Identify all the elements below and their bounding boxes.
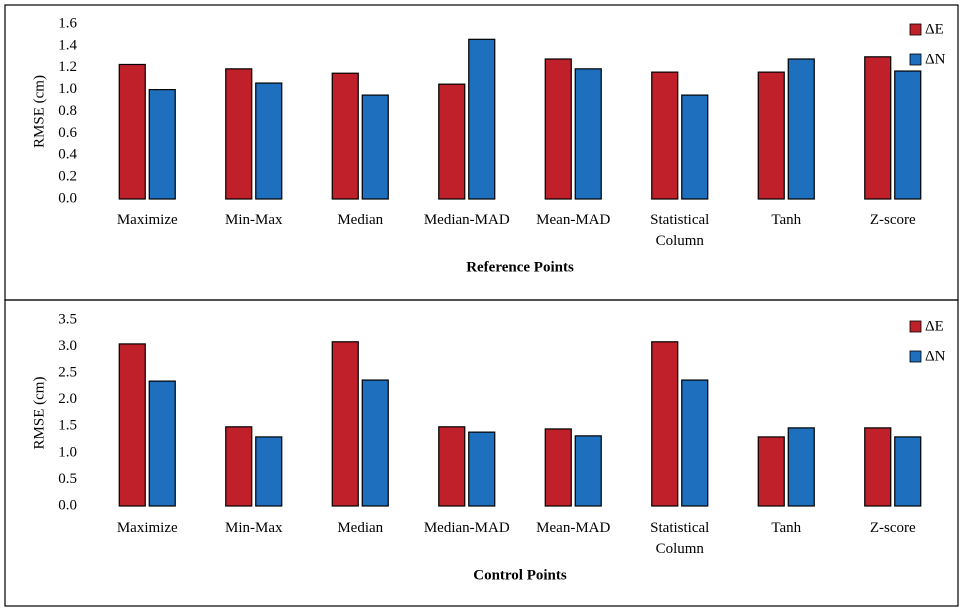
y-tick-label: 2.0 xyxy=(58,391,77,407)
bar xyxy=(331,341,359,507)
y-tick-label: 1.0 xyxy=(58,81,77,97)
x-axis-title: Reference Points xyxy=(466,259,574,275)
bar xyxy=(787,58,815,200)
bar xyxy=(574,435,602,507)
bar xyxy=(651,71,679,200)
bar xyxy=(255,82,283,200)
x-tick-label: Z-score xyxy=(869,212,916,228)
x-tick-label: Z-score xyxy=(869,520,916,536)
legend-swatch xyxy=(909,53,922,66)
bar xyxy=(894,436,922,507)
bar xyxy=(225,68,253,200)
x-tick-label: Maximize xyxy=(116,520,178,536)
bar xyxy=(894,70,922,200)
y-tick-label: 0.4 xyxy=(58,147,77,163)
legend-label: ΔE xyxy=(925,21,944,37)
bar xyxy=(331,72,359,200)
x-tick-label: Statistical Column xyxy=(650,520,710,557)
y-tick-label: 1.0 xyxy=(58,444,77,460)
x-tick-label: Median xyxy=(337,212,384,228)
y-axis-title: RMSE (cm) xyxy=(31,377,47,450)
y-tick-label: 0.0 xyxy=(58,497,77,513)
bar xyxy=(864,427,892,507)
y-tick-label: 1.4 xyxy=(58,37,77,53)
bar xyxy=(757,71,785,200)
bar xyxy=(118,343,146,507)
y-tick-label: 0.5 xyxy=(58,471,77,487)
panel-border xyxy=(4,299,959,607)
bar xyxy=(361,94,389,200)
bar xyxy=(148,89,176,200)
y-axis-title: RMSE (cm) xyxy=(31,75,47,148)
bar xyxy=(681,379,709,507)
x-tick-label: Tanh xyxy=(771,520,802,536)
bar xyxy=(681,94,709,200)
bar xyxy=(757,436,785,507)
x-tick-label: Maximize xyxy=(116,212,178,228)
x-tick-label: Mean-MAD xyxy=(536,520,611,536)
bar xyxy=(148,380,176,507)
y-tick-label: 0.8 xyxy=(58,103,77,119)
y-tick-label: 3.5 xyxy=(58,311,77,327)
y-tick-label: 1.6 xyxy=(58,15,77,31)
bar xyxy=(787,427,815,507)
x-tick-label: Min-Max xyxy=(225,212,283,228)
x-tick-label: Tanh xyxy=(771,212,802,228)
bar xyxy=(225,426,253,507)
bar xyxy=(468,38,496,200)
x-tick-label: Min-Max xyxy=(225,520,283,536)
x-axis-title: Control Points xyxy=(473,567,567,583)
legend-swatch xyxy=(909,23,922,36)
bar xyxy=(255,436,283,507)
y-tick-label: 0.2 xyxy=(58,169,77,185)
legend-swatch xyxy=(909,320,922,333)
legend-label: ΔN xyxy=(925,348,946,364)
bar xyxy=(651,341,679,507)
bar xyxy=(544,58,572,200)
y-tick-label: 1.2 xyxy=(58,59,77,75)
bar xyxy=(544,428,572,507)
bar xyxy=(118,63,146,200)
x-tick-label: Median-MAD xyxy=(423,520,510,536)
bar xyxy=(468,431,496,507)
y-tick-label: 2.5 xyxy=(58,365,77,381)
x-tick-label: Median-MAD xyxy=(423,212,510,228)
legend-swatch xyxy=(909,350,922,363)
bar xyxy=(574,68,602,200)
x-tick-label: Median xyxy=(337,520,384,536)
bar xyxy=(361,379,389,507)
x-tick-label: Statistical Column xyxy=(650,212,710,249)
bar xyxy=(438,426,466,507)
legend-label: ΔN xyxy=(925,51,946,67)
legend-label: ΔE xyxy=(925,318,944,334)
y-tick-label: 3.0 xyxy=(58,338,77,354)
bar xyxy=(864,56,892,200)
y-tick-label: 0.6 xyxy=(58,125,77,141)
bar xyxy=(438,83,466,200)
y-tick-label: 1.5 xyxy=(58,418,77,434)
y-tick-label: 0.0 xyxy=(58,190,77,206)
x-tick-label: Mean-MAD xyxy=(536,212,611,228)
